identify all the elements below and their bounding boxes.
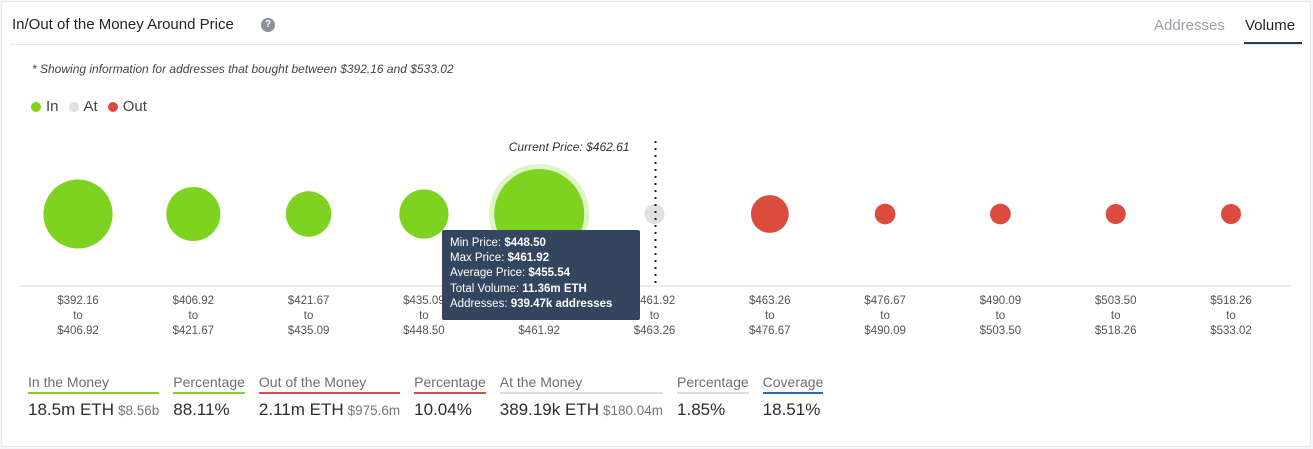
stat-label: Out of the Money	[258, 374, 401, 394]
stat-value: 10.04%	[414, 400, 472, 419]
stat-sub: $8.56b	[117, 403, 160, 418]
stat-value: 2.11m ETH	[258, 400, 344, 419]
legend-item-out[interactable]: Out	[107, 98, 147, 115]
tooltip-row: Min Price: $448.50	[450, 237, 546, 249]
legend-dot-out	[107, 101, 118, 112]
bucket-tooltip: Min Price: $448.50 Max Price: $461.92 Av…	[442, 230, 640, 320]
x-tick-label: $421.67	[173, 325, 215, 337]
x-tick-label: to	[189, 310, 199, 322]
stat-value: 18.5m ETH	[28, 400, 114, 419]
bubble-out[interactable]	[750, 195, 789, 233]
header-divider	[10, 44, 1302, 45]
stat-value: 389.19k ETH	[499, 400, 599, 419]
x-tick-label: $533.02	[1210, 325, 1252, 337]
x-tick-label: $435.09	[288, 325, 330, 337]
x-tick-label: $518.26	[1095, 325, 1137, 337]
x-tick-label: $448.50	[403, 325, 445, 337]
legend-label-at: At	[83, 98, 98, 115]
x-tick-label: to	[304, 310, 314, 322]
legend-label-out: Out	[122, 98, 147, 115]
stat-coverage: Coverage 18.51%	[762, 374, 824, 420]
current-price-label: Current Price: $462.61	[509, 140, 630, 154]
stats-row: In the Money 18.5m ETH $8.56b Percentage …	[28, 374, 837, 420]
stat-at-percentage: Percentage 1.85%	[677, 374, 749, 420]
x-tick-label: to	[1111, 310, 1121, 322]
active-tab-indicator	[1244, 42, 1302, 44]
x-tick-label: to	[996, 310, 1006, 322]
x-tick-label: $463.26	[749, 295, 791, 307]
legend: In At Out	[31, 98, 147, 115]
x-tick-label: $392.16	[57, 295, 99, 307]
x-tick-label: $406.92	[173, 295, 215, 307]
stat-label: Percentage	[677, 374, 749, 394]
x-tick-label: to	[1226, 310, 1236, 322]
x-tick-label: $461.92	[634, 295, 676, 307]
stat-label: In the Money	[28, 374, 160, 394]
tooltip-row: Max Price: $461.92	[450, 252, 550, 265]
stat-sub: $180.04m	[603, 403, 664, 418]
x-tick-label: $463.26	[634, 325, 676, 337]
bubble-in[interactable]	[399, 189, 449, 239]
stat-sub: $975.6m	[347, 403, 401, 418]
x-tick-label: to	[880, 310, 890, 322]
stat-label: At the Money	[499, 374, 664, 394]
legend-item-at[interactable]: At	[68, 98, 98, 115]
stat-label: Coverage	[762, 374, 824, 394]
x-tick-label: to	[419, 310, 429, 322]
bubble-at[interactable]	[644, 204, 665, 224]
x-tick-label: $503.50	[980, 325, 1022, 337]
tooltip-row: Total Volume: 11.36m ETH	[450, 282, 587, 295]
stat-in-the-money: In the Money 18.5m ETH $8.56b	[28, 374, 160, 420]
stat-label: Percentage	[173, 374, 245, 394]
legend-label-in: In	[46, 98, 59, 115]
stat-value: 18.51%	[762, 400, 821, 419]
x-tick-label: $490.09	[864, 325, 906, 337]
x-tick-label: $461.92	[518, 325, 560, 337]
x-tick-label: to	[765, 310, 775, 322]
stat-label: Percentage	[414, 374, 486, 394]
bubble-out[interactable]	[1221, 204, 1241, 224]
x-tick-label: $476.67	[864, 295, 906, 307]
stat-value: 88.11%	[173, 400, 230, 419]
bubble-in[interactable]	[43, 179, 113, 249]
stat-at-the-money: At the Money 389.19k ETH $180.04m	[499, 374, 664, 420]
bubble-out[interactable]	[874, 203, 896, 225]
range-note: * Showing information for addresses that…	[32, 62, 454, 76]
stat-out-percentage: Percentage 10.04%	[414, 374, 486, 420]
x-tick-label: to	[650, 310, 660, 322]
tooltip-row: Average Price: $455.54	[450, 267, 570, 280]
x-tick-label: $490.09	[980, 295, 1022, 307]
legend-item-in[interactable]: In	[31, 98, 59, 115]
tab-addresses[interactable]: Addresses	[1154, 17, 1225, 34]
stat-value: 1.85%	[677, 400, 726, 419]
x-tick-label: $503.50	[1095, 295, 1137, 307]
tab-volume[interactable]: Volume	[1245, 17, 1296, 34]
x-tick-label: $421.67	[288, 295, 330, 307]
legend-dot-at	[68, 101, 79, 112]
page-title: In/Out of the Money Around Price	[12, 16, 234, 33]
legend-dot-in	[31, 101, 41, 112]
help-icon[interactable]: ?	[261, 18, 275, 32]
x-tick-label: $435.09	[403, 295, 445, 307]
stat-in-percentage: Percentage 88.11%	[173, 374, 245, 420]
bubble-in[interactable]	[166, 186, 221, 242]
x-tick-label: $518.26	[1210, 295, 1252, 307]
bubble-out[interactable]	[1105, 204, 1126, 224]
stat-out-of-the-money: Out of the Money 2.11m ETH $975.6m	[258, 374, 401, 420]
tooltip-row: Addresses: 939.47k addresses	[450, 297, 613, 310]
x-tick-label: $406.92	[57, 325, 99, 337]
x-tick-label: $476.67	[749, 325, 791, 337]
x-tick-label: to	[73, 310, 83, 322]
bubble-out[interactable]	[990, 203, 1011, 225]
bubble-in[interactable]	[285, 191, 332, 237]
